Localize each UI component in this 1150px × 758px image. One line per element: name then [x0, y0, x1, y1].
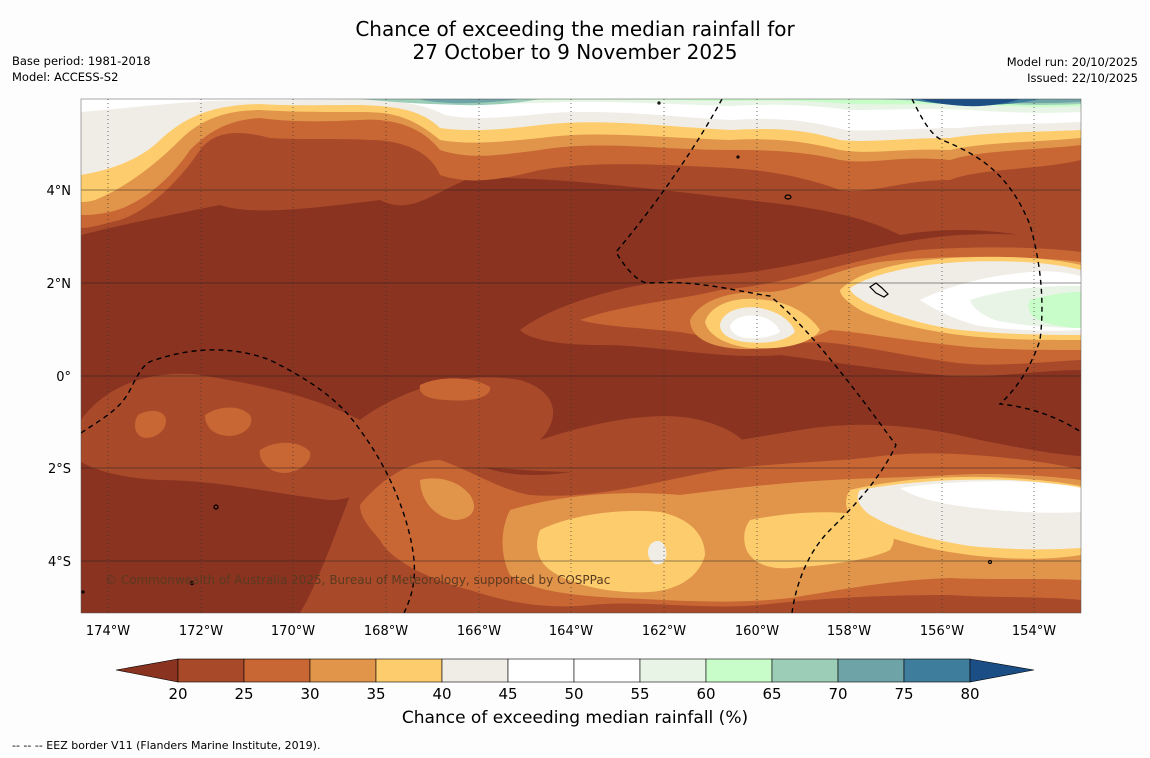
x-tick-label: 166°W [457, 624, 501, 639]
eez-line-west [81, 349, 416, 613]
island-d [213, 504, 219, 510]
colorbar-extend-high [969, 658, 1035, 683]
parallels [81, 189, 1081, 562]
eez-line-central [615, 99, 897, 613]
colorbar-tick: 70 [828, 685, 847, 703]
colorbar-bin [705, 658, 773, 683]
colorbar-tick: 35 [366, 685, 385, 703]
colorbar-bin [177, 658, 245, 683]
colorbar-tick: 45 [498, 685, 517, 703]
issued-date: Issued: 22/10/2025 [1027, 71, 1138, 85]
y-tick-label: 0° [56, 370, 71, 385]
x-tick-label: 160°W [735, 624, 779, 639]
x-tick-label: 164°W [549, 624, 593, 639]
x-tick-label: 158°W [827, 624, 871, 639]
east-tongue-45-55 [730, 271, 1081, 339]
colorbar-tick: 75 [894, 685, 913, 703]
colorbar-tick: 55 [630, 685, 649, 703]
islands [81, 101, 993, 594]
colorbar-bin [309, 658, 377, 683]
eez-borders [81, 99, 1081, 613]
colorbar-tick: 65 [762, 685, 781, 703]
central-patch-25-30 [134, 378, 491, 473]
colorbar-ticks: 20 25 30 35 40 45 50 55 60 65 70 75 80 [168, 685, 979, 703]
y-axis-labels: 4°N 2°N 0° 2°S 4°S [47, 184, 72, 570]
x-tick-label: 170°W [271, 624, 315, 639]
eez-line-east [911, 99, 1081, 433]
x-tick-label: 156°W [920, 624, 964, 639]
base-period: Base period: 1981-2018 [12, 54, 151, 68]
y-tick-label: 2°S [48, 462, 71, 477]
island-g [81, 590, 85, 594]
colorbar-tick: 50 [564, 685, 583, 703]
island-a [784, 194, 792, 200]
colorbar-extend-low [115, 658, 179, 683]
colorbar-bin [441, 658, 509, 683]
meta-right: Model run: 20/10/2025 Issued: 22/10/2025 [1007, 54, 1138, 86]
x-axis-labels: 174°W 172°W 170°W 168°W 166°W 164°W 162°… [86, 624, 1056, 639]
meta-left: Base period: 1981-2018 Model: ACCESS-S2 [12, 53, 151, 85]
colorbar-tick: 25 [234, 685, 253, 703]
island-b [657, 101, 661, 105]
y-tick-label: 4°S [48, 555, 71, 570]
colorbar-tick: 20 [168, 685, 187, 703]
x-tick-label: 162°W [642, 624, 686, 639]
map-title: Chance of exceeding the median rainfall … [0, 18, 1150, 64]
title-line-2: 27 October to 9 November 2025 [412, 40, 738, 64]
model-run: Model run: 20/10/2025 [1006, 55, 1138, 69]
model-name: Model: ACCESS-S2 [12, 70, 119, 84]
band-south-45-55 [900, 481, 1081, 513]
colorbar-label: Chance of exceeding median rainfall (%) [401, 708, 749, 728]
x-tick-label: 174°W [86, 624, 130, 639]
colorbar-bin [243, 658, 311, 683]
colorbar-tick: 60 [696, 685, 715, 703]
colorbar-tick: 40 [432, 685, 451, 703]
colorbar-bin [837, 658, 905, 683]
x-tick-label: 172°W [179, 624, 223, 639]
colorbar-bin [507, 658, 575, 683]
colorbar-bin [639, 658, 707, 683]
colorbar-tick: 30 [300, 685, 319, 703]
band-north-60-65 [340, 99, 1081, 107]
island-kiritimati [869, 282, 889, 298]
colorbar-tick: 80 [960, 685, 979, 703]
colorbar-bin [375, 658, 443, 683]
eez-legend: -- -- -- EEZ border V11 (Flanders Marine… [12, 739, 321, 752]
colorbar [115, 658, 1035, 683]
y-tick-label: 4°N [47, 184, 72, 199]
x-tick-label: 154°W [1012, 624, 1056, 639]
graticule [107, 99, 1035, 613]
colorbar-bin [903, 658, 971, 683]
y-tick-label: 2°N [47, 277, 72, 292]
colorbar-bin [573, 658, 641, 683]
island-c [736, 155, 740, 159]
map-frame [80, 98, 1082, 614]
title-line-1: Chance of exceeding the median rainfall … [355, 17, 795, 41]
copyright-text: © Commonwealth of Australia 2025, Bureau… [105, 573, 610, 587]
central-patch-20-25 [81, 373, 753, 500]
island-e [189, 580, 195, 586]
rainfall-field: © Commonwealth of Australia 2025, Bureau… [81, 99, 1081, 613]
x-tick-label: 168°W [364, 624, 408, 639]
band-north-above80 [920, 99, 1020, 107]
colorbar-bin [771, 658, 839, 683]
island-f [987, 559, 993, 565]
